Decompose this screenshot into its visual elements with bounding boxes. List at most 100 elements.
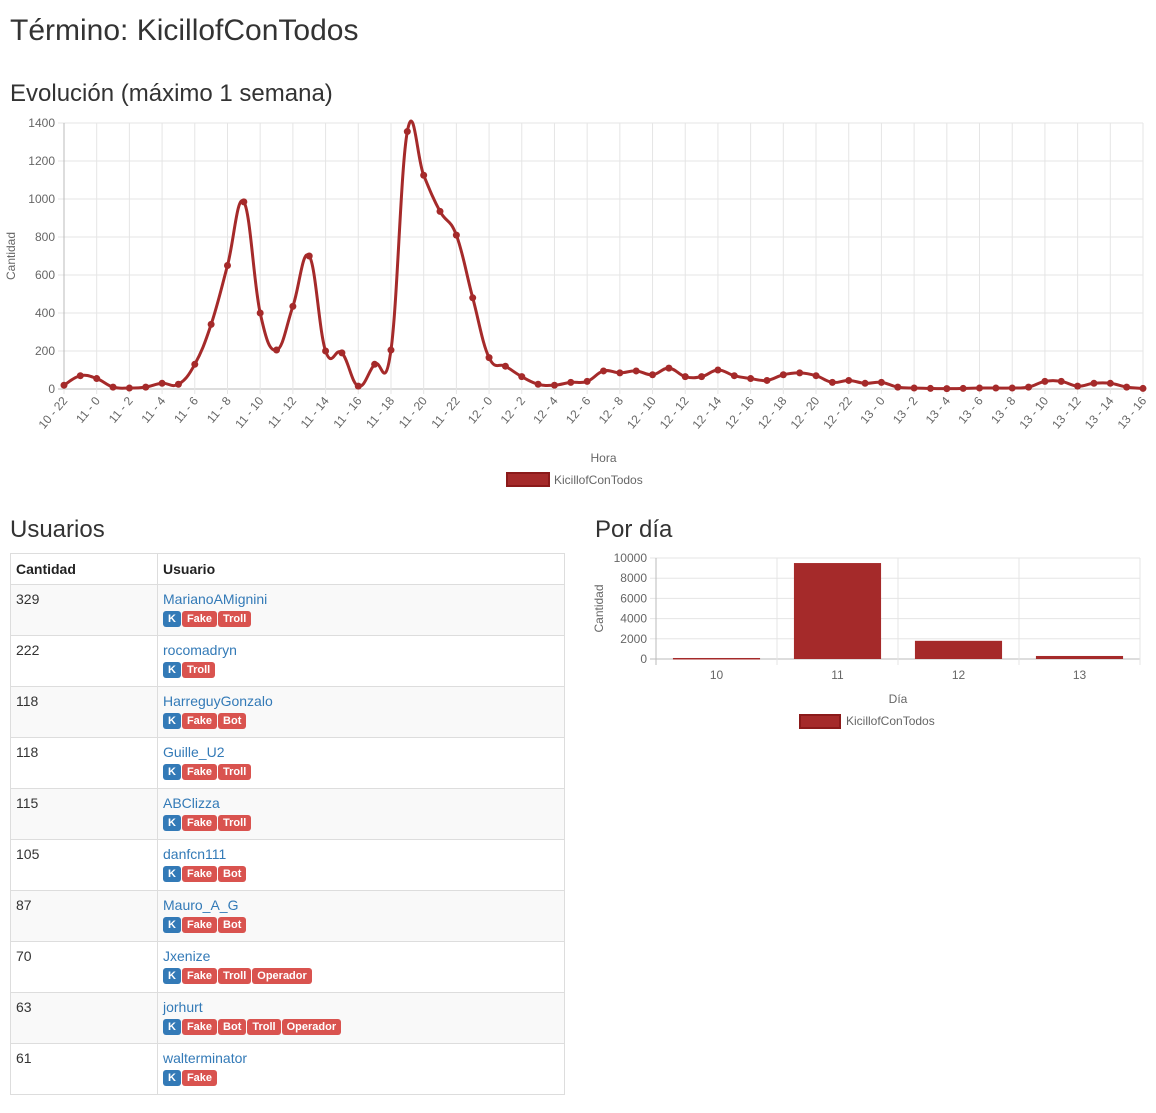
badge-k: K (163, 866, 181, 882)
badge-k: K (163, 917, 181, 933)
data-point (1139, 384, 1147, 392)
x-tick-label: 12 - 0 (465, 394, 496, 427)
data-point (926, 384, 934, 392)
data-point (485, 354, 493, 362)
x-tick-label: 12 - 18 (755, 394, 790, 432)
data-point (76, 372, 84, 380)
user-cell: MarianoAMignini K Fake Troll (157, 584, 565, 636)
data-point (779, 371, 787, 379)
data-point (1041, 377, 1049, 385)
data-point (877, 378, 885, 386)
table-row: 118 Guille_U2 K Fake Troll (10, 737, 565, 789)
y-tick-label: 0 (48, 382, 55, 396)
x-tick-label: 11 - 12 (265, 394, 299, 431)
data-point (1090, 379, 1098, 387)
per-day-title: Por día (595, 516, 673, 543)
user-link[interactable]: Guille_U2 (163, 744, 225, 760)
x-tick-label: 12 - 16 (722, 394, 757, 432)
page-title: Término: KicillofConTodos (10, 14, 359, 47)
data-point (142, 383, 150, 391)
user-cell: walterminator K Fake (157, 1043, 565, 1095)
data-point (289, 302, 297, 310)
badge-k: K (163, 611, 181, 627)
data-point (632, 367, 640, 375)
x-tick-label: 11 - 2 (106, 394, 136, 426)
x-tick-label: 13 - 8 (988, 394, 1019, 427)
data-point (959, 384, 967, 392)
x-tick-label: 11 - 16 (330, 394, 364, 431)
table-row: 70 Jxenize K Fake Troll Operador (10, 941, 565, 993)
user-link[interactable]: HarreguyGonzalo (163, 693, 273, 709)
count-cell: 61 (10, 1043, 158, 1095)
users-table: Cantidad Usuario 329 MarianoAMignini K Fake… (10, 553, 565, 1095)
data-point (698, 373, 706, 381)
user-link[interactable]: Mauro_A_G (163, 897, 239, 913)
bar (914, 640, 1003, 659)
x-tick-label: 13 - 0 (857, 394, 888, 427)
user-link[interactable]: Jxenize (163, 948, 211, 964)
badge-k: K (163, 764, 181, 780)
user-count: 115 (16, 795, 39, 811)
data-point (322, 347, 330, 355)
badge-k: K (163, 713, 181, 729)
data-point (305, 252, 313, 260)
badge-bot: Bot (218, 866, 247, 882)
count-cell: 118 (10, 686, 158, 738)
x-tick-label: 11 - 14 (298, 394, 332, 431)
user-cell: jorhurt K Fake Bot Troll Operador (157, 992, 565, 1044)
user-link[interactable]: jorhurt (163, 999, 203, 1015)
data-point (828, 378, 836, 386)
y-tick-label: 4000 (620, 612, 647, 626)
data-point (616, 369, 624, 377)
x-tick-label: 12 - 22 (820, 394, 855, 432)
badge-fake: Fake (181, 611, 218, 627)
data-point (796, 369, 804, 377)
data-point (109, 383, 117, 391)
user-link[interactable]: MarianoAMignini (163, 591, 268, 607)
user-link[interactable]: walterminator (163, 1050, 248, 1066)
user-cell: ABClizza K Fake Troll (157, 788, 565, 840)
bar (793, 563, 882, 659)
user-badges: K Fake Troll (163, 764, 564, 780)
table-row: 118 HarreguyGonzalo K Fake Bot (10, 686, 565, 738)
user-badges: K Fake Bot (163, 713, 564, 729)
x-tick-label: 13 - 14 (1082, 394, 1117, 432)
data-point (436, 207, 444, 215)
x-tick-label: 11 - 4 (139, 394, 169, 426)
user-count: 329 (16, 591, 40, 607)
users-table-header: Cantidad Usuario (10, 553, 565, 585)
x-tick-label: 12 (952, 668, 966, 682)
badge-troll: Troll (218, 815, 252, 831)
user-badges: K Troll (163, 662, 564, 678)
user-link[interactable]: danfcn111 (163, 846, 227, 862)
badge-k: K (163, 662, 181, 678)
user-link[interactable]: rocomadryn (163, 642, 237, 658)
data-point (910, 384, 918, 392)
user-count: 118 (16, 693, 39, 709)
data-point (649, 371, 657, 379)
data-point (600, 367, 607, 375)
bar (1035, 655, 1124, 659)
user-badges: K Fake (163, 1070, 564, 1086)
badge-fake: Fake (181, 917, 218, 933)
x-tick-label: 11 - 6 (171, 394, 201, 426)
data-point (403, 128, 411, 136)
y-tick-label: 0 (640, 652, 647, 666)
data-point (861, 379, 869, 387)
y-tick-label: 8000 (620, 571, 647, 585)
y-tick-label: 1000 (28, 192, 55, 206)
y-axis-title: Cantidad (592, 584, 606, 632)
badge-fake: Fake (181, 1070, 218, 1086)
x-tick-label: 11 - 10 (232, 394, 266, 431)
table-row: 115 ABClizza K Fake Troll (10, 788, 565, 840)
data-point (387, 346, 395, 354)
badge-k: K (163, 815, 181, 831)
count-cell: 329 (10, 584, 158, 636)
data-point (518, 373, 526, 381)
data-point (93, 375, 101, 383)
user-badges: K Fake Bot (163, 917, 564, 933)
x-tick-label: 10 - 22 (36, 394, 71, 432)
user-link[interactable]: ABClizza (163, 795, 220, 811)
badge-troll: Troll (218, 968, 252, 984)
data-point (1057, 377, 1065, 385)
